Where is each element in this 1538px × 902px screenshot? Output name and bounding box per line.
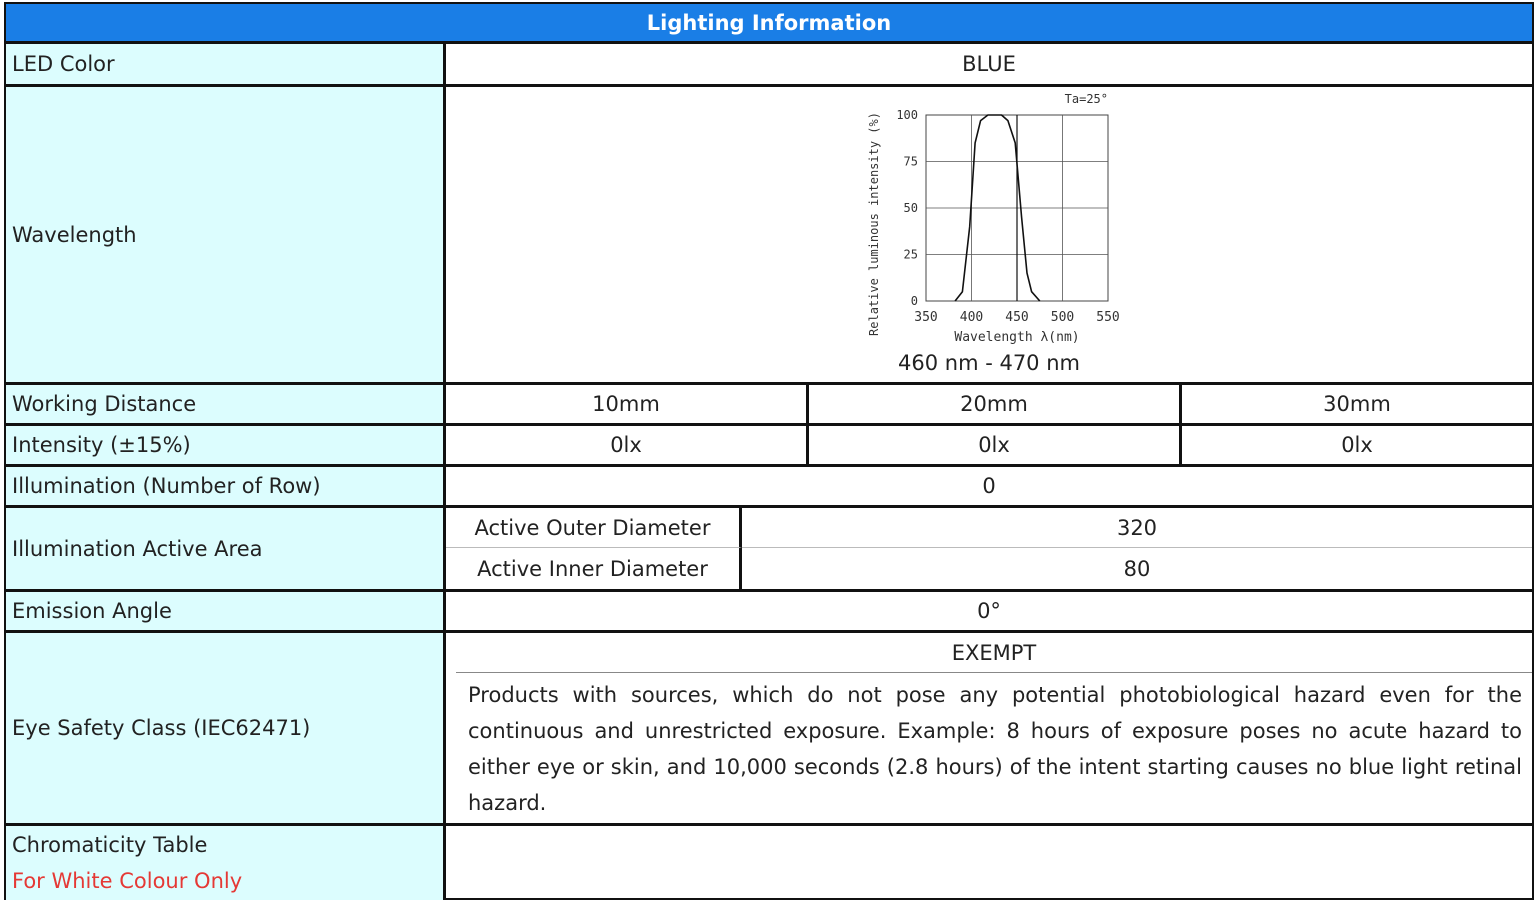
working-distance-30: 30mm [1323, 392, 1391, 416]
spectrum-chart: 350 400 450 500 550 0 25 50 75 100 Wavelength λ(nm… [867, 92, 1120, 345]
row-emission-angle: Emission Angle 0° [6, 592, 1532, 633]
x-tick-label: 400 [960, 310, 983, 325]
value-chromaticity [446, 826, 1532, 900]
values-intensity: 0lx 0lx 0lx [446, 426, 1532, 464]
intensity-10: 0lx [446, 426, 809, 464]
y-tick-label: 0 [911, 294, 918, 308]
row-eye-safety: Eye Safety Class (IEC62471) EXEMPT Produ… [6, 633, 1532, 826]
working-distance-10: 10mm [446, 385, 809, 423]
chromaticity-label: Chromaticity Table [12, 833, 208, 857]
label-wavelength: Wavelength [6, 87, 446, 382]
values-eye-safety: EXEMPT Products with sources, which do n… [446, 633, 1532, 823]
y-tick-label: 25 [904, 248, 918, 262]
row-chromaticity: Chromaticity Table For White Colour Only [6, 826, 1532, 900]
values-working-distance: 10mm 20mm 30mm [446, 385, 1532, 423]
table-title: Lighting Information [6, 4, 1532, 44]
x-axis-label: Wavelength λ(nm) [954, 330, 1079, 345]
values-active-area: Active Outer Diameter 320 Active Inner D… [446, 508, 1532, 589]
intensity-30: 0lx [1341, 433, 1373, 457]
value-illumination-rows: 0 [982, 474, 996, 498]
x-tick-label: 350 [914, 310, 937, 325]
label-intensity: Intensity (±15%) [6, 426, 446, 464]
wavelength-range: 460 nm - 470 nm [898, 351, 1080, 375]
value-wavelength: 350 400 450 500 550 0 25 50 75 100 Wavelength λ(nm… [446, 87, 1532, 382]
row-led-color: LED Color BLUE [6, 44, 1532, 87]
inner-diameter-label: Active Inner Diameter [446, 548, 742, 589]
chromaticity-note: For White Colour Only [12, 869, 243, 893]
y-tick-label: 100 [896, 108, 918, 122]
label-emission-angle: Emission Angle [6, 592, 446, 630]
label-illumination-rows: Illumination (Number of Row) [6, 467, 446, 505]
inner-diameter-value: 80 [1123, 556, 1151, 581]
row-working-distance: Working Distance 10mm 20mm 30mm [6, 385, 1532, 426]
row-active-area: Illumination Active Area Active Outer Di… [6, 508, 1532, 592]
row-intensity: Intensity (±15%) 0lx 0lx 0lx [6, 426, 1532, 467]
x-tick-label: 550 [1096, 310, 1119, 325]
label-active-area: Illumination Active Area [6, 508, 446, 589]
temperature-annotation: Ta=25° [1065, 92, 1108, 106]
label-chromaticity: Chromaticity Table For White Colour Only [6, 826, 446, 900]
row-illumination-rows: Illumination (Number of Row) 0 [6, 467, 1532, 508]
y-tick-label: 50 [904, 201, 918, 215]
outer-diameter-label: Active Outer Diameter [446, 508, 742, 548]
y-axis-label: Relative luminous intensity (%) [867, 112, 881, 336]
lighting-info-table: Lighting Information LED Color BLUE Wave… [4, 2, 1534, 900]
label-led-color: LED Color [6, 44, 446, 84]
x-tick-label: 450 [1005, 310, 1028, 325]
value-led-color: BLUE [962, 52, 1016, 76]
label-working-distance: Working Distance [6, 385, 446, 423]
intensity-20: 0lx [809, 426, 1182, 464]
y-tick-label: 75 [904, 155, 918, 169]
spectrum-curve [954, 114, 1041, 302]
label-eye-safety: Eye Safety Class (IEC62471) [6, 633, 446, 823]
eye-safety-class: EXEMPT [456, 633, 1532, 673]
x-tick-label: 500 [1051, 310, 1074, 325]
row-wavelength: Wavelength 350 400 450 500 550 0 25 50 75 100 Wave… [6, 87, 1532, 385]
working-distance-20: 20mm [809, 385, 1182, 423]
value-emission-angle: 0° [977, 599, 1001, 623]
outer-diameter-value: 320 [742, 508, 1532, 548]
eye-safety-description: Products with sources, which do not pose… [468, 683, 1522, 815]
